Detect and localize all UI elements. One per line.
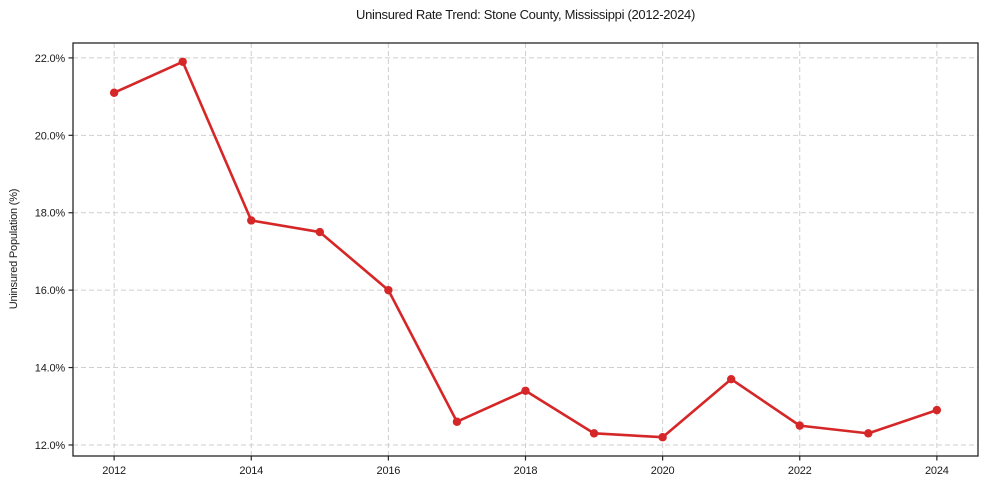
data-point bbox=[384, 285, 393, 295]
data-point bbox=[932, 405, 942, 415]
data-point bbox=[726, 374, 736, 384]
data-point bbox=[178, 57, 187, 66]
y-tick-label: 20.0% bbox=[35, 130, 66, 142]
x-tick-label: 2014 bbox=[239, 465, 263, 477]
y-tick-label: 12.0% bbox=[35, 440, 66, 452]
x-tick-label: 2022 bbox=[788, 465, 812, 477]
y-tick-label: 14.0% bbox=[35, 363, 66, 375]
data-point bbox=[521, 386, 530, 395]
data-point bbox=[658, 433, 667, 442]
y-tick-label: 18.0% bbox=[35, 208, 66, 220]
data-point bbox=[795, 421, 804, 430]
data-point bbox=[452, 417, 462, 426]
data-point bbox=[109, 88, 119, 97]
x-tick-label: 2024 bbox=[925, 465, 949, 477]
data-point bbox=[315, 227, 325, 237]
y-tick-label: 22.0% bbox=[35, 53, 66, 65]
x-tick-label: 2020 bbox=[651, 465, 675, 477]
x-tick-label: 2018 bbox=[514, 465, 538, 477]
data-point bbox=[589, 429, 599, 438]
x-tick-label: 2016 bbox=[377, 465, 401, 477]
data-point bbox=[864, 429, 873, 438]
chart-title: Uninsured Rate Trend: Stone County, Miss… bbox=[355, 7, 696, 22]
x-tick-label: 2012 bbox=[102, 465, 126, 477]
data-point bbox=[247, 216, 256, 225]
y-tick-label: 16.0% bbox=[35, 285, 66, 297]
